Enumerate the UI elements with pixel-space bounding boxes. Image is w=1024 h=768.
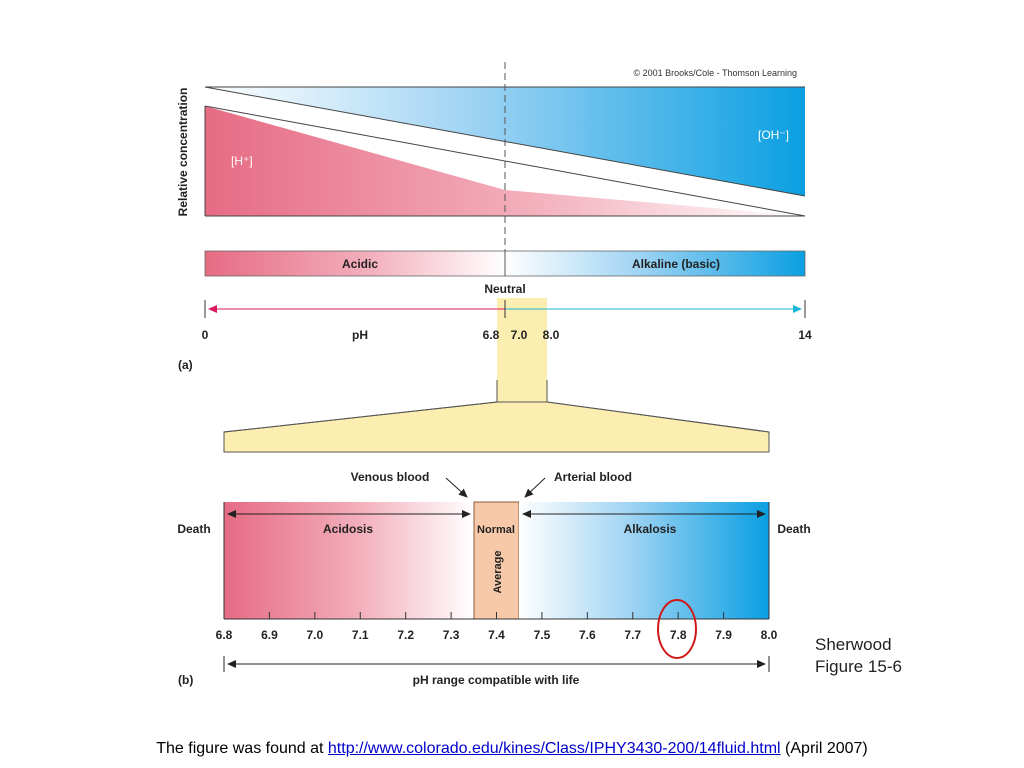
highlight-circle-7-8 xyxy=(657,599,697,659)
caption-suffix: (April 2007) xyxy=(780,740,868,757)
tick-label-14: 14 xyxy=(798,328,812,342)
ph-tick-group: 6.8 6.9 7.0 7.1 7.2 7.3 7.4 7.5 7.6 7.7 7.8 7.9 8.0 xyxy=(216,612,778,642)
death-left-label: Death xyxy=(177,522,210,536)
tick-label-8-0: 8.0 xyxy=(543,328,560,342)
source-caption: The figure was found at http://www.color… xyxy=(0,740,1024,758)
ph-tick-label: 7.0 xyxy=(306,628,323,642)
oh-ion-label: [OH⁻] xyxy=(758,128,789,142)
panel-a-label: (a) xyxy=(178,358,193,372)
alkaline-label: Alkaline (basic) xyxy=(632,257,720,271)
ph-tick-label: 6.8 xyxy=(216,628,233,642)
ph-tick-label: 7.8 xyxy=(670,628,687,642)
ph-tick-label: 7.6 xyxy=(579,628,596,642)
ph-tick-label: 6.9 xyxy=(261,628,278,642)
normal-region xyxy=(473,501,520,620)
ph-tick-label: 7.1 xyxy=(352,628,369,642)
tick-label-7-0: 7.0 xyxy=(511,328,528,342)
caption-prefix: The figure was found at xyxy=(156,740,328,757)
h-ion-concentration-wedge xyxy=(205,106,805,216)
copyright-text: © 2001 Brooks/Cole - Thomson Learning xyxy=(633,68,797,78)
ph-tick-label: 7.3 xyxy=(443,628,460,642)
average-label: Average xyxy=(492,550,504,593)
ph-tick-label: 7.4 xyxy=(488,628,505,642)
death-right-label: Death xyxy=(777,522,810,536)
acidic-label: Acidic xyxy=(342,257,378,271)
tick-label-0: 0 xyxy=(202,328,209,342)
credit-author: Sherwood xyxy=(815,635,892,654)
compatible-range-label: pH range compatible with life xyxy=(413,673,580,687)
ph-tick-label: 7.7 xyxy=(624,628,641,642)
neutral-label: Neutral xyxy=(484,282,525,296)
source-link[interactable]: http://www.colorado.edu/kines/Class/IPHY… xyxy=(327,740,781,757)
figure-credit: Sherwood Figure 15-6 xyxy=(815,634,902,678)
venous-blood-label: Venous blood xyxy=(351,470,430,484)
venous-pointer-arrow xyxy=(445,477,468,498)
alkalosis-label: Alkalosis xyxy=(624,522,677,536)
ph-tick-label: 8.0 xyxy=(761,628,778,642)
acidosis-region xyxy=(224,502,474,619)
h-ion-label: [H⁺] xyxy=(231,154,253,168)
credit-figure-number: Figure 15-6 xyxy=(815,657,902,676)
panel-b-label: (b) xyxy=(178,673,193,687)
tick-label-6-8: 6.8 xyxy=(483,328,500,342)
normal-label: Normal xyxy=(477,524,515,536)
y-axis-label: Relative concentration xyxy=(176,88,190,217)
ph-axis-label: pH xyxy=(352,328,368,342)
zoom-funnel xyxy=(223,401,770,453)
zoom-funnel-right-edge xyxy=(546,380,770,452)
zoom-funnel-left-edge xyxy=(223,380,498,452)
acidosis-label: Acidosis xyxy=(323,522,373,536)
ph-tick-label: 7.2 xyxy=(397,628,414,642)
ph-tick-label: 7.9 xyxy=(715,628,732,642)
arterial-pointer-arrow xyxy=(524,477,546,498)
alkalosis-region xyxy=(519,502,769,619)
ph-tick-label: 7.5 xyxy=(534,628,551,642)
alkaline-bar xyxy=(504,250,806,277)
arterial-blood-label: Arterial blood xyxy=(554,470,632,484)
